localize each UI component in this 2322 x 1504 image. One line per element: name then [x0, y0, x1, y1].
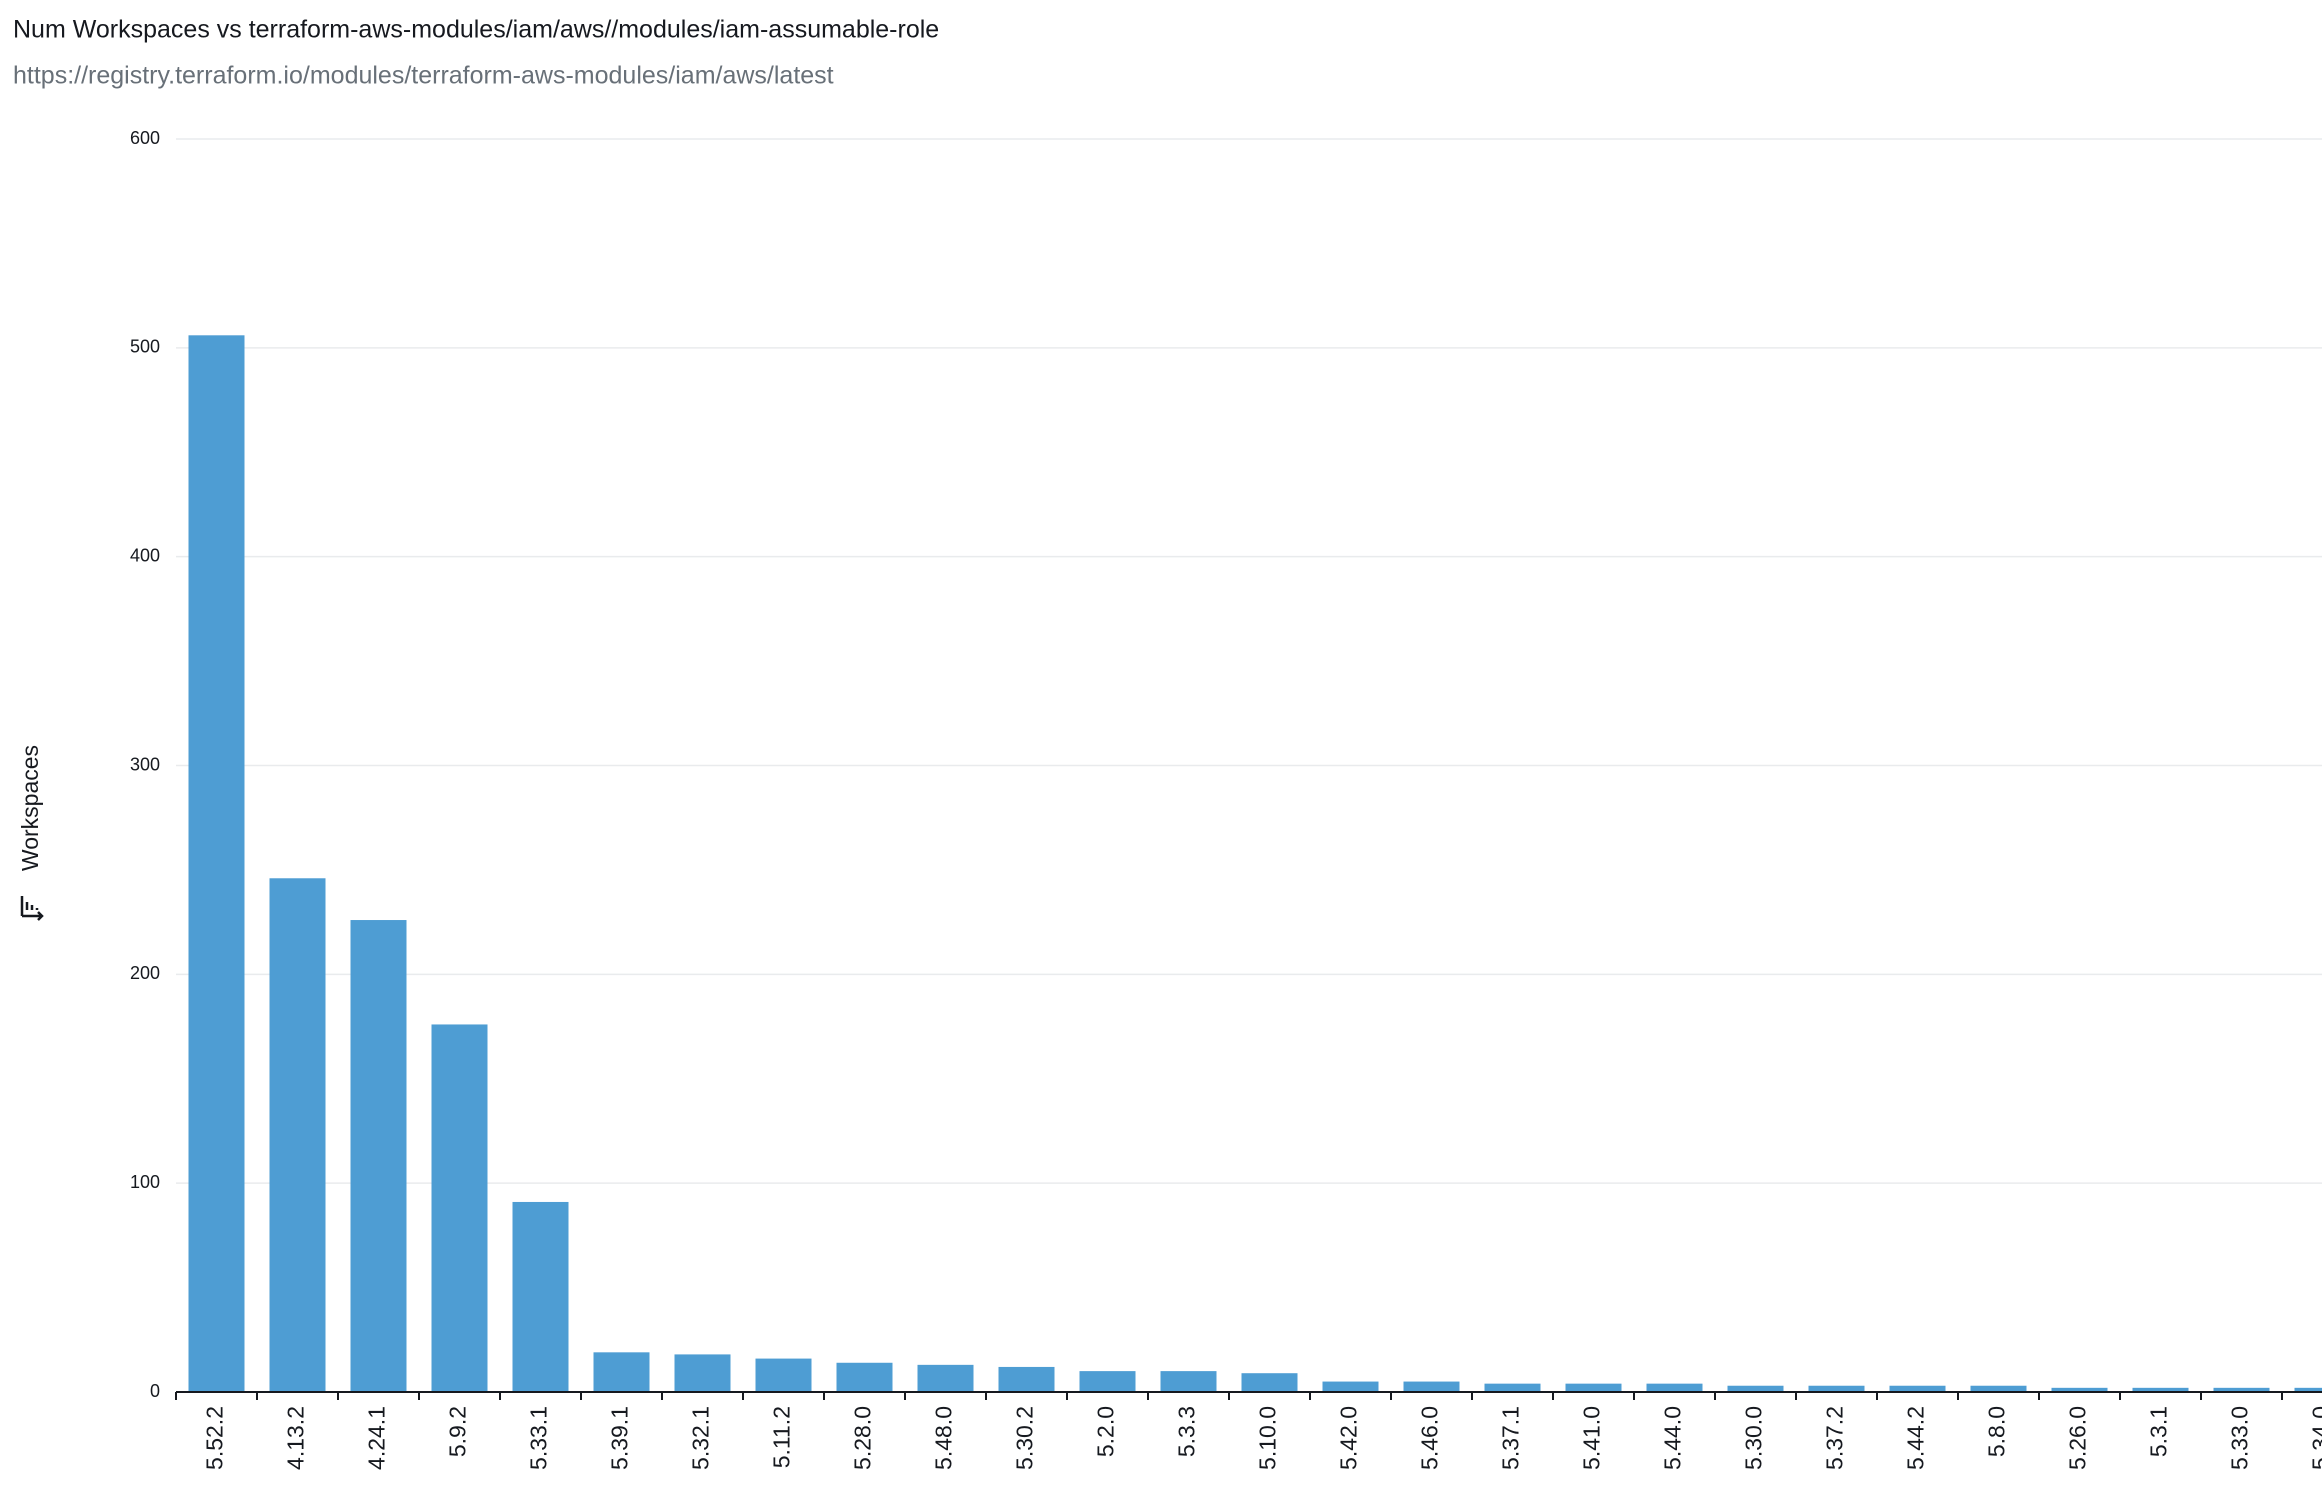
- bar: [1403, 1381, 1460, 1392]
- bar: [431, 1024, 488, 1392]
- y-tick-label: 100: [130, 1172, 160, 1192]
- bar: [2051, 1387, 2108, 1392]
- x-tick-label-group: 5.11.2: [769, 1406, 795, 1468]
- x-tick-label-group: 5.9.2: [445, 1406, 471, 1457]
- x-tick-label: 5.34.0: [2308, 1406, 2322, 1470]
- y-tick-label: 500: [130, 337, 160, 357]
- x-tick-label-group: 5.44.0: [1660, 1406, 1686, 1470]
- x-tick-label: 5.30.0: [1741, 1406, 1767, 1470]
- bar: [2294, 1387, 2322, 1392]
- bar: [1241, 1373, 1298, 1392]
- bar: [755, 1358, 812, 1392]
- bar: [1484, 1383, 1541, 1392]
- x-tick-label: 4.13.2: [283, 1406, 309, 1470]
- bar: [269, 878, 326, 1392]
- bar: [1565, 1383, 1622, 1392]
- x-tick-label: 5.41.0: [1579, 1406, 1605, 1470]
- x-tick-label-group: 5.32.1: [688, 1406, 714, 1470]
- bar: [188, 335, 245, 1392]
- y-tick-label: 0: [150, 1381, 160, 1401]
- chart-subtitle: https://registry.terraform.io/modules/te…: [13, 62, 834, 90]
- y-axis-title-group: Workspaces: [17, 745, 43, 871]
- x-tick-label: 5.37.2: [1822, 1406, 1848, 1470]
- bar: [1889, 1385, 1946, 1392]
- x-tick-label-group: 5.44.2: [1903, 1406, 1929, 1470]
- y-tick-label: 600: [130, 128, 160, 148]
- x-tick-label-group: 5.28.0: [850, 1406, 876, 1470]
- x-tick-label: 5.52.2: [202, 1406, 228, 1470]
- x-tick-label: 5.48.0: [931, 1406, 957, 1470]
- x-tick-label: 5.44.0: [1660, 1406, 1686, 1470]
- x-tick-label-group: 5.3.3: [1174, 1406, 1200, 1457]
- x-tick-label-group: 5.30.2: [1012, 1406, 1038, 1470]
- bar: [2132, 1387, 2189, 1392]
- x-tick-label: 5.33.0: [2227, 1406, 2253, 1470]
- x-tick-label-group: 5.33.1: [526, 1406, 552, 1470]
- y-axis-title: Workspaces: [17, 745, 43, 871]
- x-tick-label-group: 5.10.0: [1255, 1406, 1281, 1470]
- y-tick-label: 400: [130, 545, 160, 565]
- x-tick-label: 5.8.0: [1984, 1406, 2010, 1457]
- x-tick-label: 5.42.0: [1336, 1406, 1362, 1470]
- x-tick-label: 5.3.3: [1174, 1406, 1200, 1457]
- bar: [917, 1364, 974, 1392]
- x-tick-label: 5.30.2: [1012, 1406, 1038, 1470]
- x-tick-label: 5.26.0: [2065, 1406, 2091, 1470]
- x-tick-label-group: 5.33.0: [2227, 1406, 2253, 1470]
- x-tick-label-group: 5.39.1: [607, 1406, 633, 1470]
- sort-icon: [20, 896, 44, 921]
- x-tick-label-group: 5.3.1: [2146, 1406, 2172, 1457]
- bar: [1727, 1385, 1784, 1392]
- bar: [998, 1366, 1055, 1392]
- x-tick-label-group: 5.37.2: [1822, 1406, 1848, 1470]
- x-tick-label-group: 5.8.0: [1984, 1406, 2010, 1457]
- bar: [1970, 1385, 2027, 1392]
- x-tick-label: 5.10.0: [1255, 1406, 1281, 1470]
- x-tick-label: 5.33.1: [526, 1406, 552, 1470]
- x-tick-label: 5.46.0: [1417, 1406, 1443, 1470]
- bar: [2213, 1387, 2270, 1392]
- bar: [836, 1362, 893, 1392]
- x-tick-label-group: 4.24.1: [364, 1406, 390, 1470]
- x-tick-label: 5.2.0: [1093, 1406, 1119, 1457]
- x-tick-label-group: 5.46.0: [1417, 1406, 1443, 1470]
- x-tick-label-group: 5.2.0: [1093, 1406, 1119, 1457]
- bar: [512, 1201, 569, 1392]
- x-tick-label: 5.9.2: [445, 1406, 471, 1457]
- chart-title: Num Workspaces vs terraform-aws-modules/…: [13, 16, 939, 44]
- x-tick-label: 5.32.1: [688, 1406, 714, 1470]
- x-tick-label: 5.3.1: [2146, 1406, 2172, 1457]
- bar: [674, 1354, 731, 1392]
- x-tick-label-group: 5.26.0: [2065, 1406, 2091, 1470]
- x-tick-label: 5.28.0: [850, 1406, 876, 1470]
- y-tick-label: 300: [130, 754, 160, 774]
- x-tick-label-group: 4.13.2: [283, 1406, 309, 1470]
- bar: [1079, 1371, 1136, 1392]
- x-tick-label-group: 5.30.0: [1741, 1406, 1767, 1470]
- x-tick-label: 5.11.2: [769, 1406, 795, 1468]
- x-tick-label-group: 5.37.1: [1498, 1406, 1524, 1470]
- bar: [350, 920, 407, 1392]
- x-tick-label: 5.44.2: [1903, 1406, 1929, 1470]
- y-tick-label: 200: [130, 963, 160, 983]
- x-tick-label-group: 5.48.0: [931, 1406, 957, 1470]
- x-tick-label: 4.24.1: [364, 1406, 390, 1470]
- bar: [1808, 1385, 1865, 1392]
- x-tick-label-group: 5.52.2: [202, 1406, 228, 1470]
- x-tick-label-group: 5.41.0: [1579, 1406, 1605, 1470]
- bar: [1646, 1383, 1703, 1392]
- bar: [593, 1352, 650, 1392]
- x-tick-label-group: 5.34.0: [2308, 1406, 2322, 1470]
- x-tick-label: 5.39.1: [607, 1406, 633, 1470]
- x-tick-label-group: 5.42.0: [1336, 1406, 1362, 1470]
- x-tick-label: 5.37.1: [1498, 1406, 1524, 1470]
- bar: [1322, 1381, 1379, 1392]
- bar: [1160, 1371, 1217, 1392]
